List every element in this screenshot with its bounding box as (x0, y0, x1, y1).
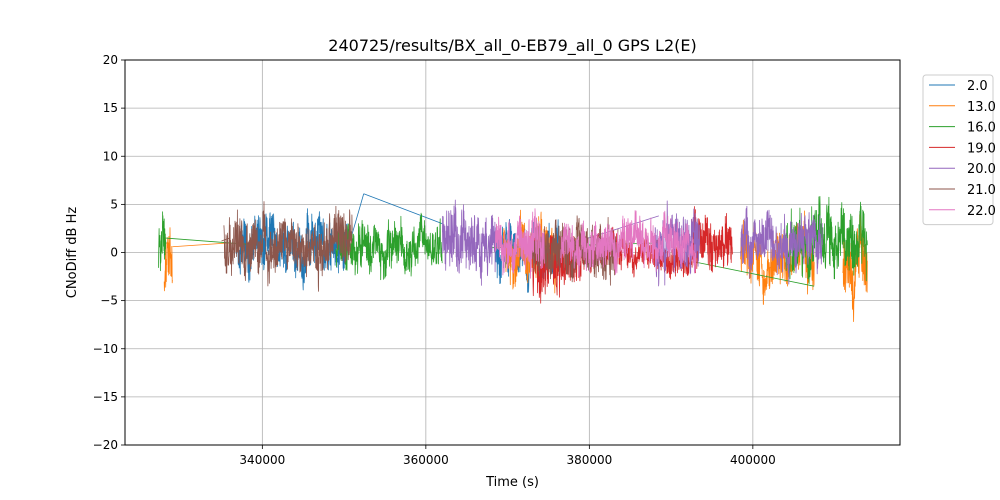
series-line (740, 205, 823, 285)
x-tick-label: 340000 (239, 453, 285, 467)
legend: 2.0 13.0 16.0 19.0 20.0 21.0 22.0 (922, 74, 996, 226)
series-line (223, 201, 353, 292)
series-line (158, 211, 167, 272)
x-axis-label: Time (s) (485, 475, 539, 490)
series-line (560, 210, 696, 278)
series-line (335, 212, 443, 281)
x-tick-label: 400000 (730, 453, 776, 467)
legend-label: 20.0 (967, 162, 996, 177)
y-tick-label: −5 (100, 294, 118, 308)
y-tick-label: 5 (110, 197, 118, 211)
legend-label: 22.0 (967, 204, 996, 219)
series-link (221, 237, 230, 242)
series-21.0 (221, 201, 619, 292)
chart-title: 240725/results/BX_all_0-EB79_all_0 GPS L… (328, 36, 696, 56)
y-axis-label: CNoDiff dB Hz (65, 207, 80, 299)
series-22.0 (494, 208, 696, 279)
series-link (172, 242, 230, 248)
axis-ticks: 340000 360000 380000 400000 −20 −15 −10 −5 0 5 10 1… (93, 53, 776, 467)
series-group (158, 193, 868, 323)
legend-label: 13.0 (967, 100, 996, 115)
series-line (441, 199, 496, 286)
y-tick-label: −20 (93, 438, 118, 452)
y-tick-label: −15 (93, 390, 118, 404)
y-tick-label: −10 (93, 342, 118, 356)
legend-label: 2.0 (967, 79, 988, 94)
series-link (363, 193, 443, 224)
y-tick-label: 15 (103, 101, 118, 115)
y-tick-label: 10 (103, 149, 118, 163)
series-line (589, 226, 696, 280)
legend-box (922, 74, 994, 226)
series-line (531, 215, 619, 286)
legend-label: 19.0 (967, 141, 996, 156)
legend-label: 16.0 (967, 121, 996, 136)
legend-label: 21.0 (967, 183, 996, 198)
series-line (163, 227, 173, 292)
x-tick-label: 380000 (566, 453, 612, 467)
series-line (494, 208, 545, 279)
y-tick-label: 0 (110, 246, 118, 260)
y-tick-label: 20 (103, 53, 118, 67)
x-tick-label: 360000 (403, 453, 449, 467)
